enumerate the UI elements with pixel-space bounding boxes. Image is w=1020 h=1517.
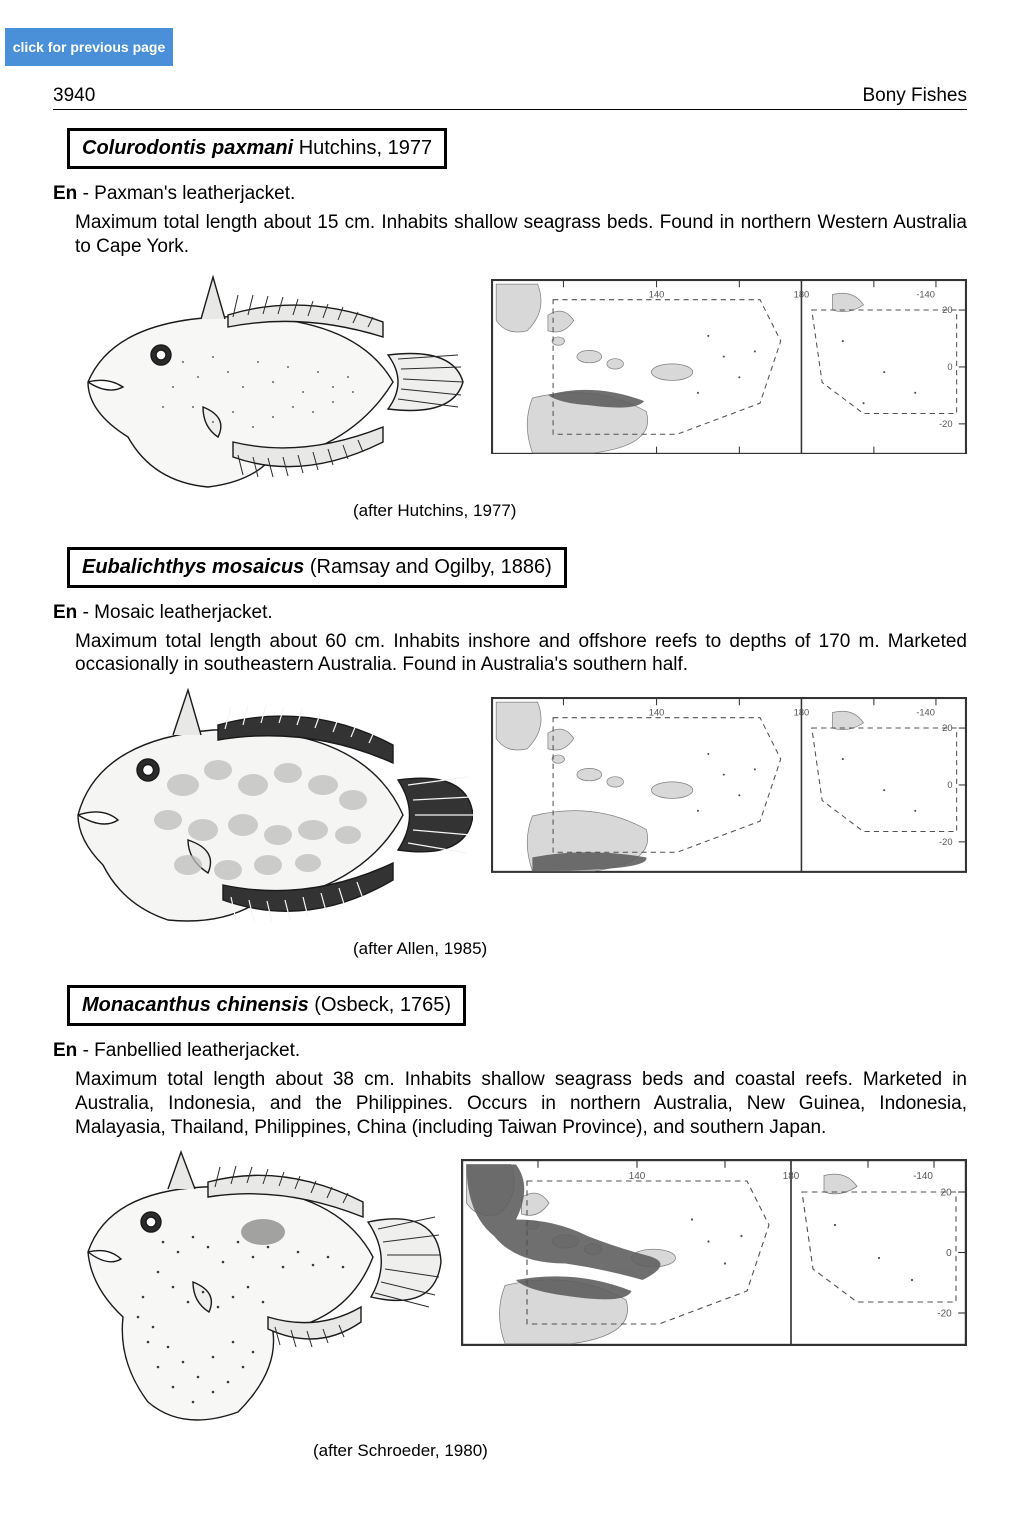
distribution-map: 140 180 -140 20 0 -20: [461, 1159, 967, 1346]
en-label: En: [53, 602, 77, 623]
species-title-box: Monacanthus chinensis (Osbeck, 1765): [67, 985, 466, 1026]
en-dash: -: [83, 183, 95, 204]
section-name: Bony Fishes: [862, 85, 967, 107]
common-name-line: En - Fanbellied leatherjacket.: [53, 1040, 967, 1062]
distribution-map: 140 180 -140 20 0 -20: [491, 279, 967, 455]
page-number: 3940: [53, 85, 95, 107]
illustration-credit: (after Schroeder, 1980): [53, 1441, 443, 1461]
svg-text:0: 0: [947, 362, 952, 372]
svg-text:-140: -140: [913, 1171, 933, 1182]
svg-text:0: 0: [947, 780, 952, 790]
svg-text:-20: -20: [937, 1309, 952, 1320]
svg-text:140: 140: [649, 708, 665, 718]
figure-row: (after Allen, 1985) 140 180 -140 20 0 -2…: [53, 685, 967, 959]
distribution-map: 140 180 -140 20 0 -20: [491, 697, 967, 873]
page-header: 3940 Bony Fishes: [53, 85, 967, 110]
illustration-credit: (after Allen, 1985): [53, 939, 473, 959]
common-name: Fanbellied leatherjacket.: [94, 1040, 300, 1061]
svg-text:20: 20: [941, 1188, 953, 1199]
map-icon: 140 180 -140 20 0 -20: [491, 697, 967, 873]
species-title-box: Eubalichthys mosaicus (Ramsay and Ogilby…: [67, 547, 567, 588]
species-entry: Colurodontis paxmani Hutchins, 1977 En -…: [53, 128, 967, 521]
species-description: Maximum total length about 60 cm. Inhabi…: [75, 630, 967, 678]
fish-drawing-icon: [53, 267, 473, 497]
scientific-name: Eubalichthys mosaicus: [82, 556, 304, 578]
en-dash: -: [83, 602, 95, 623]
en-label: En: [53, 1040, 77, 1061]
en-dash: -: [83, 1040, 95, 1061]
svg-text:-20: -20: [939, 418, 952, 428]
fish-illustration: (after Schroeder, 1980): [53, 1147, 443, 1461]
svg-text:180: 180: [794, 289, 810, 299]
previous-page-button[interactable]: click for previous page: [5, 28, 173, 66]
species-title-box: Colurodontis paxmani Hutchins, 1977: [67, 128, 447, 169]
species-entry: Eubalichthys mosaicus (Ramsay and Ogilby…: [53, 547, 967, 960]
species-entry: Monacanthus chinensis (Osbeck, 1765) En …: [53, 985, 967, 1461]
species-description: Maximum total length about 38 cm. Inhabi…: [75, 1068, 967, 1139]
svg-text:-140: -140: [916, 289, 935, 299]
svg-text:180: 180: [783, 1171, 800, 1182]
common-name-line: En - Mosaic leatherjacket.: [53, 602, 967, 624]
svg-text:-20: -20: [939, 837, 952, 847]
common-name: Paxman's leatherjacket.: [94, 183, 295, 204]
common-name-line: En - Paxman's leatherjacket.: [53, 183, 967, 205]
page-content: 3940 Bony Fishes Colurodontis paxmani Hu…: [53, 85, 967, 1487]
svg-text:180: 180: [794, 708, 810, 718]
figure-row: (after Hutchins, 1977) 140 180 -140 20 0: [53, 267, 967, 521]
figure-row: (after Schroeder, 1980) 140 180 -140 20 …: [53, 1147, 967, 1461]
fish-drawing-icon: [53, 685, 473, 935]
species-description: Maximum total length about 15 cm. Inhabi…: [75, 211, 967, 259]
fish-illustration: (after Allen, 1985): [53, 685, 473, 959]
map-icon: 140 180 -140 20 0 -20: [461, 1159, 967, 1346]
illustration-credit: (after Hutchins, 1977): [53, 501, 473, 521]
svg-text:-140: -140: [916, 708, 935, 718]
en-label: En: [53, 183, 77, 204]
scientific-name: Colurodontis paxmani: [82, 137, 293, 159]
svg-text:140: 140: [629, 1171, 646, 1182]
svg-text:0: 0: [946, 1248, 952, 1259]
svg-text:140: 140: [649, 289, 665, 299]
scientific-name: Monacanthus chinensis: [82, 994, 309, 1016]
authority-text: Hutchins, 1977: [299, 137, 432, 159]
common-name: Mosaic leatherjacket.: [94, 602, 272, 623]
fish-drawing-icon: [53, 1147, 443, 1437]
authority: (Osbeck, 1765): [314, 994, 451, 1016]
authority: (Ramsay and Ogilby, 1886): [310, 556, 552, 578]
fish-illustration: (after Hutchins, 1977): [53, 267, 473, 521]
map-icon: 140 180 -140 20 0 -20: [491, 279, 967, 455]
